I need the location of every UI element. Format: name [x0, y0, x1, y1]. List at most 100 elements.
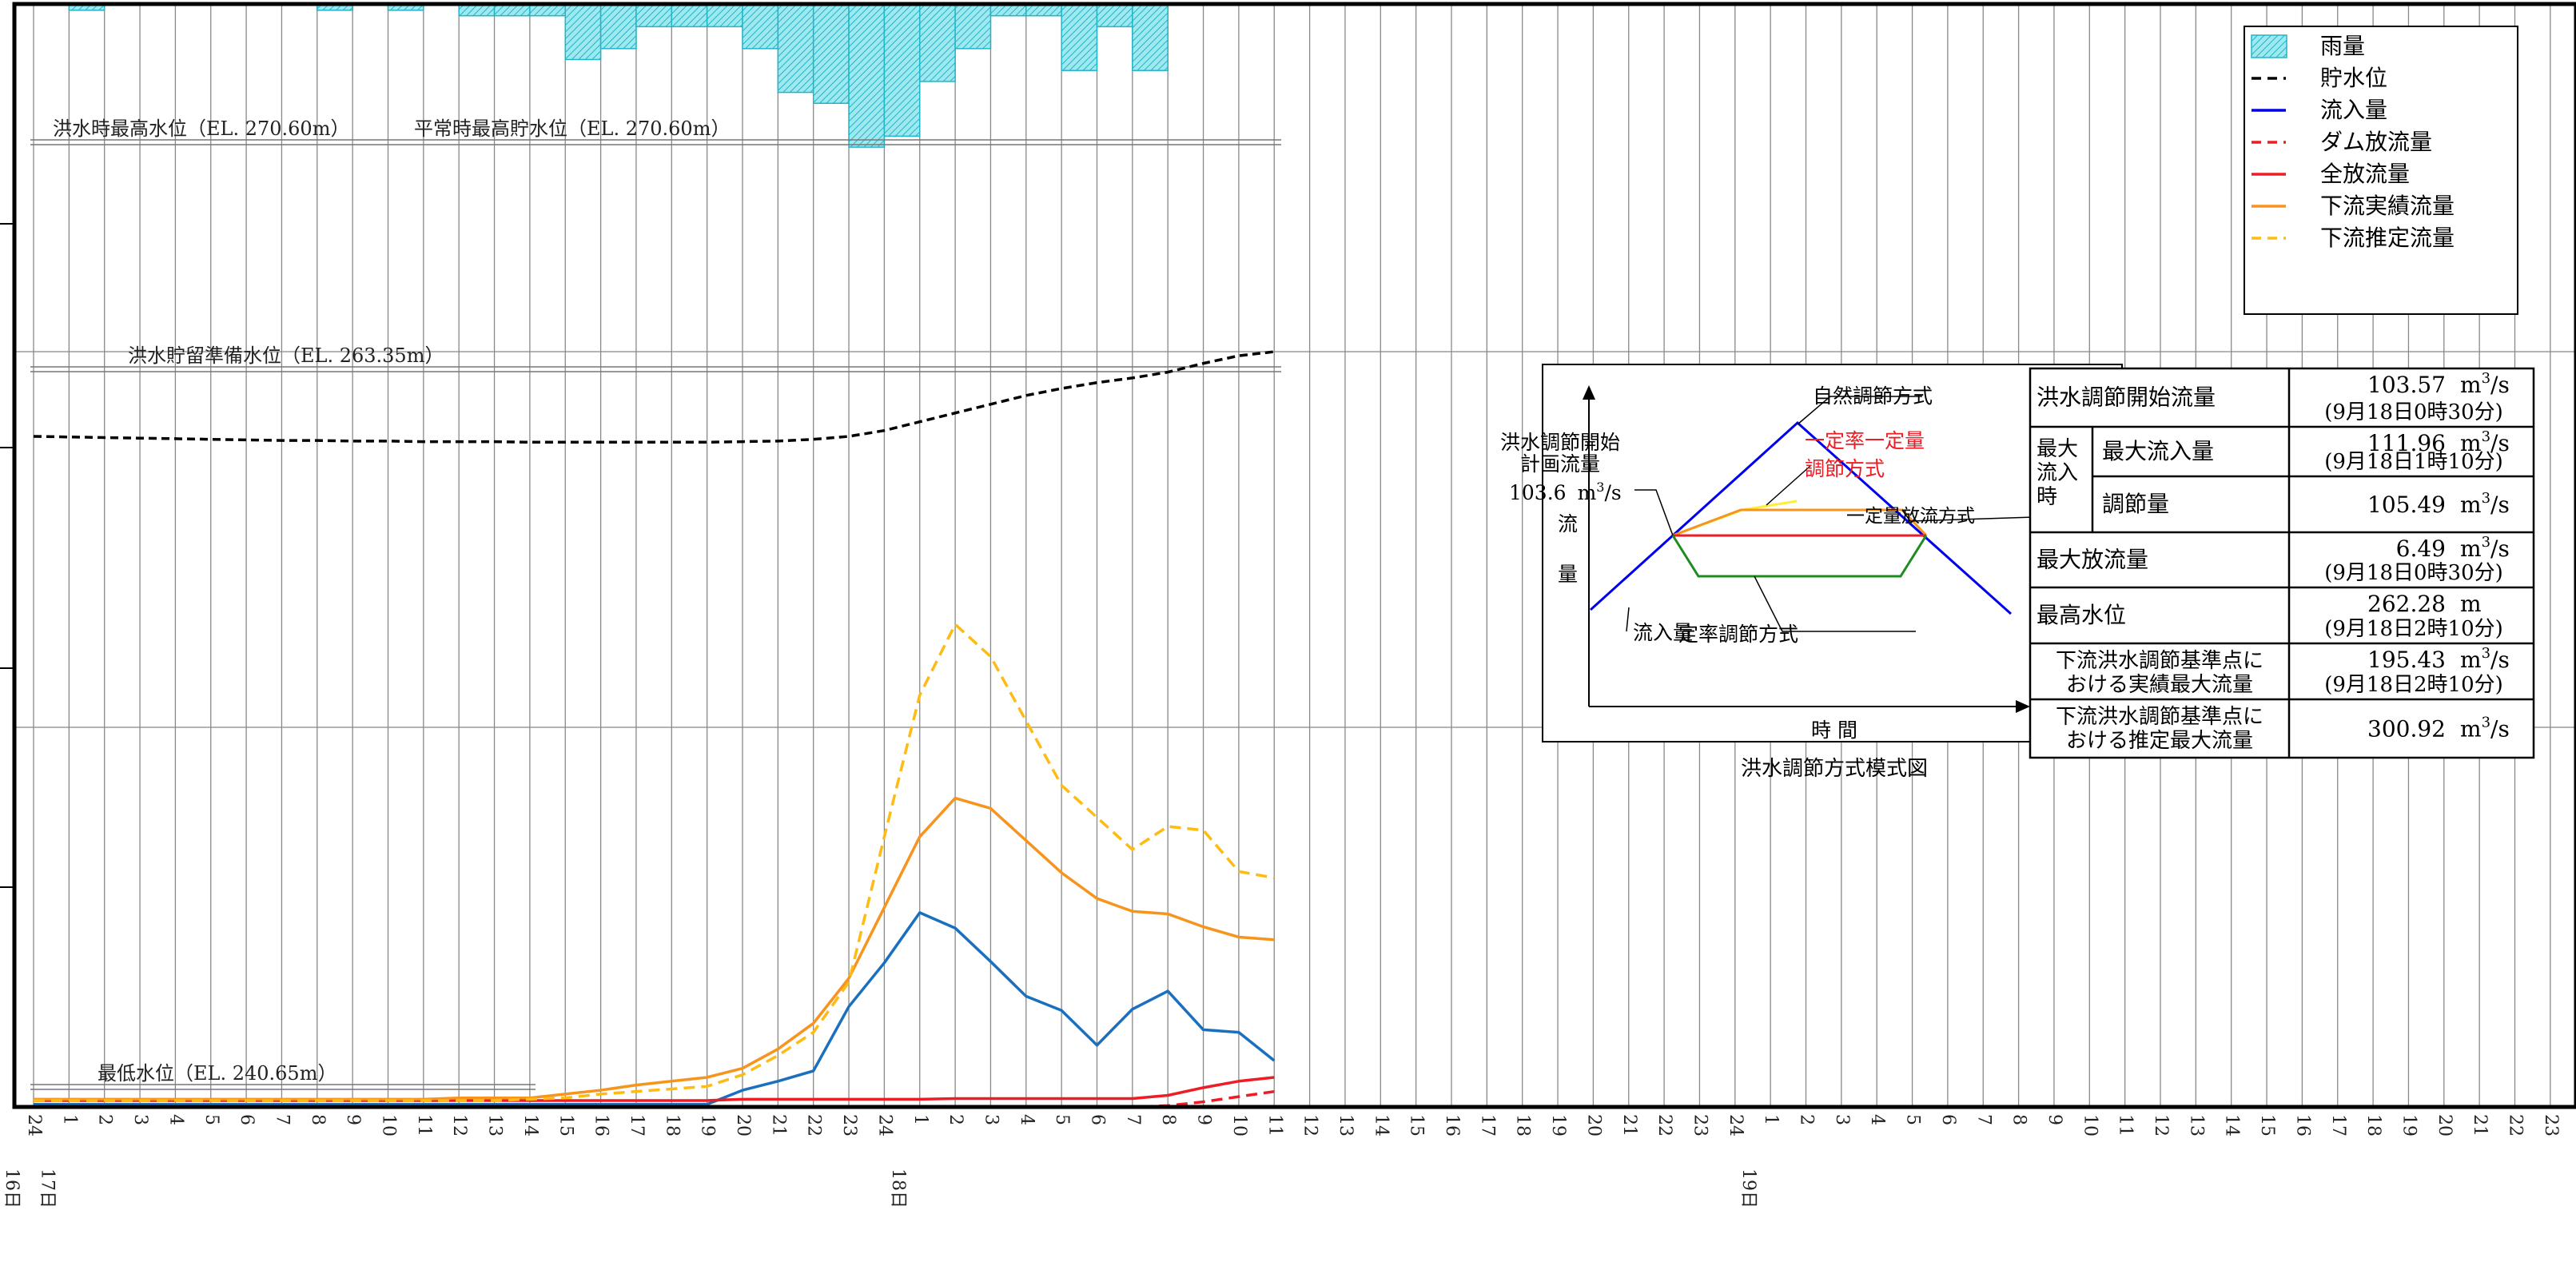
rain-bar — [883, 4, 921, 137]
rain-bar — [919, 4, 956, 82]
rate-method-label-2: 調節方式 — [1805, 457, 1885, 480]
series-line — [34, 911, 1276, 1106]
rain-bar — [777, 4, 814, 94]
rain-bar — [635, 4, 673, 28]
legend-label: 下流実績流量 — [2320, 193, 2455, 219]
x-tick-label: 16 — [1442, 1114, 1462, 1137]
x-tick-label: 22 — [804, 1114, 824, 1137]
flood-summary-table: 洪水調節開始流量 103.57 m3/s(9月18日0時30分)最大流入時最大流入量… — [2029, 367, 2535, 759]
natural-leader — [1797, 396, 1922, 425]
x-tick-label: 17 — [2328, 1114, 2348, 1137]
table-group-label: 時 — [2037, 485, 2057, 509]
x-tick-label: 5 — [1052, 1114, 1072, 1125]
unit-sup: 3 — [2482, 370, 2490, 387]
level-label: 平常時最高貯水位（EL. 270.60m） — [414, 117, 730, 140]
table-row-label: 洪水調節開始流量 — [2037, 384, 2216, 411]
x-tick-label: 23 — [839, 1114, 859, 1137]
x-tick-label: 21 — [768, 1114, 788, 1137]
rain-bar — [1096, 4, 1133, 28]
constant-leader — [1901, 509, 2033, 522]
rain-bar — [458, 4, 496, 17]
table-row-label: 下流洪水調節基準点に — [2056, 649, 2263, 673]
x-tick-label: 2 — [946, 1114, 966, 1125]
unit-base: m — [2460, 372, 2482, 398]
date-label: 18日 — [888, 1168, 908, 1208]
x-tick-label: 22 — [1654, 1114, 1674, 1137]
unit-sup: 3 — [2482, 534, 2490, 551]
x-tick-label: 8 — [308, 1114, 328, 1125]
x-tick-label: 8 — [1158, 1114, 1178, 1125]
legend-label: 流入量 — [2320, 97, 2387, 123]
x-tick-label: 23 — [1690, 1114, 1710, 1137]
x-tick-label: 14 — [1371, 1114, 1391, 1137]
x-tick-label: 1 — [910, 1114, 930, 1125]
table-row-label: 最大流入量 — [2102, 438, 2214, 464]
schematic-constant-line — [1672, 508, 1928, 537]
table-value: 262.28 — [2367, 591, 2446, 617]
schematic-caption: 洪水調節方式模式図 — [1741, 757, 1928, 781]
rain-bar — [564, 4, 602, 61]
legend-swatch-rain — [2251, 34, 2287, 58]
start-flow-value-number: 103.6 — [1509, 481, 1567, 504]
x-tick-label: 2 — [1797, 1114, 1817, 1125]
x-tick-label: 16 — [2292, 1114, 2312, 1137]
x-tick-label: 10 — [379, 1114, 399, 1137]
rain-bar — [989, 4, 1027, 17]
unit-sup: 3 — [2482, 490, 2490, 507]
x-tick-label: 19 — [1548, 1114, 1568, 1137]
legend-label: 全放流量 — [2320, 161, 2410, 187]
x-tick-label: 15 — [1407, 1114, 1427, 1137]
legend-label: 下流推定流量 — [2320, 225, 2455, 251]
table-row-label: 下流洪水調節基準点に — [2056, 705, 2263, 729]
table-value: 6.49 — [2396, 535, 2446, 562]
series-line — [34, 623, 1275, 1102]
x-tick-label: 18 — [662, 1114, 682, 1137]
rain-bar — [493, 4, 531, 17]
x-tick-label: 17 — [627, 1114, 647, 1137]
start-flow-unit: m — [1578, 481, 1597, 504]
unit-base: m — [2460, 716, 2482, 742]
start-flow-unit-sup: 3 — [1596, 480, 1604, 495]
x-tick-label: 6 — [1938, 1114, 1958, 1125]
table-timestamp: (9月18日2時10分) — [2324, 673, 2503, 697]
x-tick-label: 13 — [485, 1114, 505, 1137]
rain-bar — [848, 4, 886, 148]
x-tick-label: 5 — [1903, 1114, 1923, 1125]
unit-tail: /s — [2490, 372, 2510, 398]
schematic-x-label: 時 間 — [1811, 719, 1857, 742]
x-tick-label: 3 — [1832, 1114, 1852, 1125]
x-tick-label: 22 — [2506, 1114, 2526, 1137]
date-label: 19日 — [1738, 1168, 1758, 1208]
x-tick-label: 7 — [272, 1114, 292, 1125]
x-tick-label: 2 — [95, 1114, 115, 1125]
schematic-inflow-line — [1589, 420, 2013, 615]
x-tick-label: 20 — [1583, 1114, 1603, 1137]
x-tick-label: 9 — [2044, 1114, 2064, 1125]
x-tick-label: 20 — [2435, 1114, 2455, 1137]
x-tick-label: 13 — [2186, 1114, 2206, 1137]
table-value: 111.96 — [2367, 430, 2446, 456]
table-unit: m3/s — [2460, 534, 2510, 562]
unit-base: m — [2460, 591, 2482, 617]
rain-bar — [1132, 4, 1169, 71]
start-flow-value: 103.6 m3/s — [1509, 480, 1622, 504]
unit-base: m — [2460, 492, 2482, 518]
table-row-label: 最大放流量 — [2037, 547, 2148, 573]
schematic-fixed-rate-line — [1671, 535, 1928, 578]
table-timestamp: (9月18日0時30分) — [2324, 400, 2503, 424]
table-value: 105.49 — [2367, 492, 2446, 518]
rate-leader — [1766, 465, 1811, 506]
x-tick-label: 24 — [874, 1114, 894, 1137]
table-group-label: 最大 — [2037, 437, 2078, 461]
unit-tail: /s — [2490, 492, 2510, 518]
x-tick-label: 18 — [1513, 1114, 1533, 1137]
start-flow-label-1: 洪水調節開始 — [1500, 431, 1620, 454]
x-tick-label: 9 — [343, 1114, 363, 1125]
table-unit: m3/s — [2460, 645, 2510, 673]
y-axis-arrow-icon — [1583, 385, 1595, 400]
x-tick-label: 14 — [2222, 1114, 2242, 1137]
unit-tail: /s — [2490, 647, 2510, 673]
date-label: 16日 — [2, 1168, 22, 1208]
x-tick-label: 11 — [414, 1114, 434, 1137]
